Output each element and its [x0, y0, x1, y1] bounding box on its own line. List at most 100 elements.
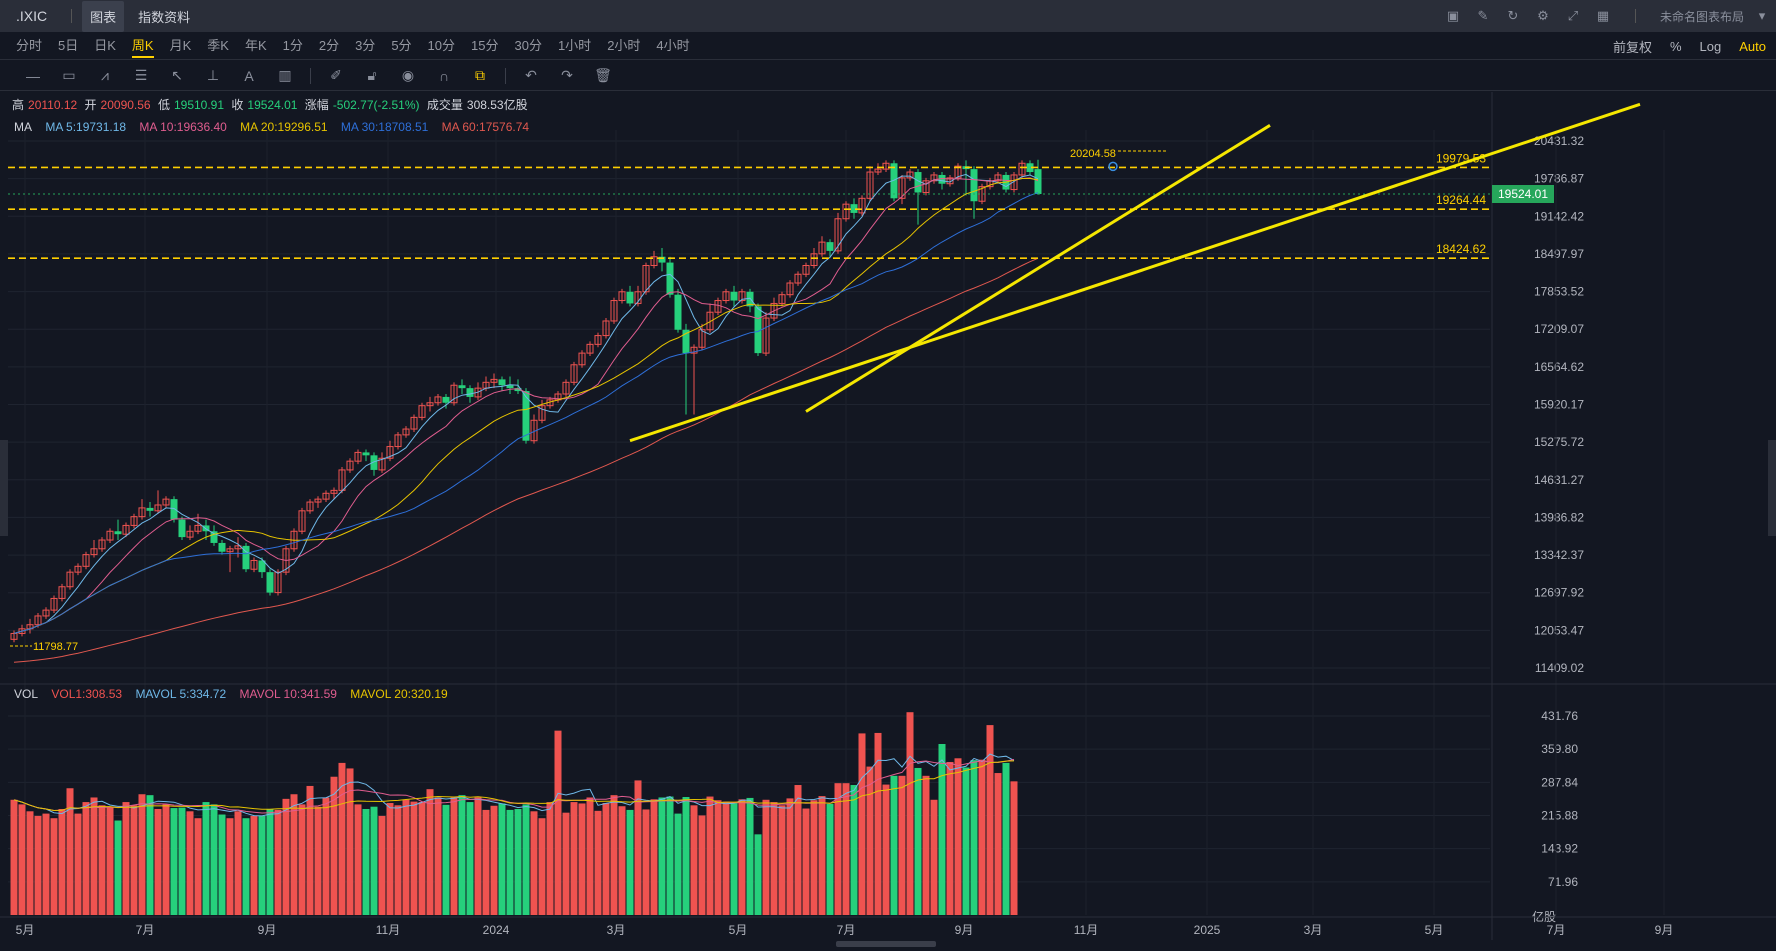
- x-tick-label: 2025: [1194, 923, 1221, 937]
- tab-chart[interactable]: 图表: [82, 0, 125, 32]
- candle-body: [650, 256, 658, 266]
- period-14[interactable]: 1小时: [557, 37, 592, 53]
- drawing-toolbar: — ▭ ⩘ ☰ ↖ ⊥ A ▥ ✐ 🔓︎ ◉ ∩ ⧉ ↶ ↷ 🗑︎: [0, 61, 1776, 91]
- ma-legend-label[interactable]: MA: [14, 120, 32, 134]
- low-label: 低: [157, 98, 170, 112]
- rectangle-tool-icon[interactable]: ▭: [62, 67, 76, 83]
- open-label: 开: [84, 98, 97, 112]
- x-tick-label: 3月: [607, 923, 626, 937]
- auto-toggle[interactable]: Auto: [1739, 38, 1766, 54]
- candle-body: [818, 241, 826, 255]
- candle-body: [746, 291, 754, 307]
- x-tick-label: 5月: [729, 923, 748, 937]
- candle-body: [154, 504, 162, 512]
- undo-icon[interactable]: ↶: [525, 67, 537, 83]
- candle-body: [898, 177, 906, 199]
- period-16[interactable]: 4小时: [656, 37, 690, 53]
- last-price-tag: [1492, 184, 1554, 203]
- volume-bar: [194, 818, 202, 915]
- volume-bar: [434, 797, 442, 915]
- pattern-tool-icon[interactable]: ⩘: [101, 67, 109, 83]
- settings-icon[interactable]: ⚙: [1537, 8, 1549, 23]
- arrow-tool-icon[interactable]: ↖: [171, 67, 183, 83]
- percent-toggle[interactable]: %: [1669, 38, 1682, 54]
- volume-bar: [202, 802, 210, 915]
- volume-bar: [418, 802, 426, 915]
- brush-icon[interactable]: ✐: [330, 67, 342, 83]
- trash-icon[interactable]: 🗑︎: [594, 67, 612, 83]
- adjust-dropdown[interactable]: 前复权: [1612, 39, 1652, 55]
- high-marker-dot: [1108, 161, 1118, 172]
- line-tool-icon[interactable]: —: [26, 67, 40, 84]
- candle-body: [194, 524, 202, 532]
- volume-bar: [906, 712, 914, 915]
- period-8[interactable]: 2分: [318, 37, 340, 53]
- volume-bar: [802, 808, 810, 915]
- period-4[interactable]: 月K: [169, 37, 192, 53]
- volume-bar: [618, 806, 626, 915]
- candle-body: [1010, 174, 1018, 191]
- candle-body: [722, 291, 730, 302]
- eye-icon[interactable]: ◉: [401, 67, 415, 83]
- fib-tool-icon[interactable]: ☰: [134, 67, 148, 83]
- volume-bar: [98, 805, 106, 915]
- period-7[interactable]: 1分: [282, 37, 303, 53]
- volume-bar: [850, 785, 858, 915]
- volume-bar: [514, 808, 522, 915]
- layout-name-dropdown[interactable]: 未命名图表布局: [1659, 9, 1744, 24]
- period-12[interactable]: 15分: [471, 37, 499, 53]
- candle-body: [114, 531, 122, 535]
- period-3[interactable]: 周K: [124, 32, 162, 60]
- period-5[interactable]: 季K: [207, 37, 229, 53]
- period-0[interactable]: 分时: [16, 37, 43, 53]
- volume-value: 308.53亿股: [466, 98, 528, 112]
- period-13[interactable]: 30分: [514, 37, 542, 53]
- volume-bar: [674, 813, 682, 915]
- period-2[interactable]: 日K: [94, 37, 116, 53]
- low-value: 19510.91: [173, 98, 225, 112]
- text-tool-icon[interactable]: A: [244, 67, 254, 84]
- x-tick-label: 5月: [1425, 923, 1444, 937]
- period-6[interactable]: 年K: [244, 37, 267, 53]
- volume-bar: [738, 799, 746, 915]
- period-15[interactable]: 2小时: [607, 37, 641, 53]
- period-1[interactable]: 5日: [58, 37, 79, 53]
- period-9[interactable]: 3分: [355, 37, 376, 53]
- indicator-tool-icon[interactable]: ▥: [278, 67, 292, 83]
- price-tick-label: 15275.72: [1534, 435, 1584, 449]
- screenshot-icon[interactable]: ▣: [1446, 8, 1460, 23]
- volume-bar: [378, 815, 386, 915]
- candle-body: [98, 539, 106, 550]
- volume-bar: [450, 797, 458, 915]
- volume-bar: [994, 773, 1002, 915]
- lock-icon[interactable]: 🔓︎: [367, 67, 377, 83]
- volume-bar: [770, 802, 778, 915]
- magnet-icon[interactable]: ∩: [438, 67, 450, 84]
- candle-body: [418, 405, 426, 418]
- volume-bar: [610, 795, 618, 915]
- volume-bar: [570, 802, 578, 915]
- redo-icon[interactable]: ↷: [561, 67, 573, 83]
- period-11[interactable]: 10分: [427, 37, 456, 53]
- tab-index-info[interactable]: 指数资料: [138, 9, 191, 25]
- volume-bar: [842, 783, 850, 915]
- candle-body: [18, 628, 26, 634]
- trend-line: [629, 102, 1641, 443]
- edit-icon[interactable]: ✎: [1477, 8, 1489, 23]
- measure-tool-icon[interactable]: ⊥: [206, 67, 220, 83]
- candle-body: [442, 396, 450, 403]
- refresh-icon[interactable]: ↻: [1507, 8, 1519, 23]
- chevron-down-icon[interactable]: ▾: [1758, 8, 1766, 23]
- symbol-label[interactable]: .IXIC: [16, 8, 48, 24]
- log-toggle[interactable]: Log: [1699, 38, 1722, 54]
- link-icon[interactable]: ⧉: [475, 67, 485, 83]
- candle-body: [754, 306, 762, 354]
- mavol5-value: MAVOL 5:334.72: [135, 687, 227, 701]
- fullscreen-icon[interactable]: ⤢: [1567, 8, 1579, 23]
- layout-grid-icon[interactable]: ▦: [1596, 8, 1610, 23]
- candle-body: [890, 163, 898, 199]
- period-10[interactable]: 5分: [391, 37, 412, 53]
- title-bar-tools: ▣ ✎ ↻ ⚙ ⤢ ▦ 未命名图表布局 ▾: [1445, 0, 1766, 32]
- vol-legend-label[interactable]: VOL: [14, 687, 39, 701]
